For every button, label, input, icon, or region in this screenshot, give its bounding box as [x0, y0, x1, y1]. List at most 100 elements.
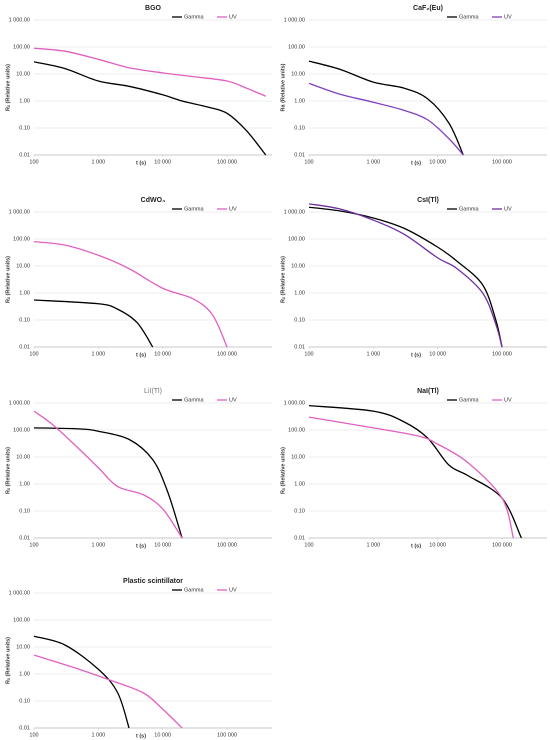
chart-title: LiI(Tl)	[144, 388, 162, 395]
y-axis-label: Rₓ (Relative units)	[5, 64, 11, 111]
y-axis-label: Rₓ (Relative units)	[280, 447, 286, 494]
x-tick-label: 100 000	[217, 732, 237, 738]
series-line	[308, 203, 503, 348]
y-tick-label: 0.10	[19, 317, 30, 323]
y-tick-label: 0.01	[294, 535, 305, 541]
y-tick-label: 0.01	[19, 725, 30, 731]
x-tick-label: 100 000	[217, 159, 237, 165]
y-tick-label: 1 000.00	[9, 209, 30, 215]
y-tick-label: 100.00	[13, 236, 30, 242]
legend-label: Gamma	[184, 206, 205, 212]
y-tick-label: 1 000.00	[9, 17, 30, 23]
chart-title: Plastic scintillator	[123, 578, 183, 585]
series-line	[33, 410, 183, 539]
x-tick-label: 100	[304, 542, 313, 548]
chart-title: CdWO₄	[141, 197, 166, 204]
y-tick-label: 1.00	[19, 98, 30, 104]
x-tick-label: 100 000	[492, 542, 512, 548]
y-tick-label: 1 000.00	[9, 590, 30, 596]
legend-label: UV	[229, 587, 237, 593]
y-tick-label: 100.00	[288, 427, 305, 433]
x-tick-label: 100 000	[217, 351, 237, 357]
y-tick-label: 0.01	[294, 152, 305, 158]
chart-title: NaI(Tl)	[417, 388, 439, 395]
legend-label: Gamma	[459, 14, 480, 20]
y-tick-label: 1 000.00	[9, 400, 30, 406]
y-tick-label: 1 000.00	[284, 17, 305, 23]
x-tick-label: 100	[29, 732, 38, 738]
legend-label: UV	[229, 397, 237, 403]
x-tick-label: 100 000	[492, 351, 512, 357]
series-line	[33, 635, 130, 729]
y-tick-label: 0.10	[294, 317, 305, 323]
x-tick-label: 100	[29, 159, 38, 165]
y-tick-label: 1.00	[19, 481, 30, 487]
series-line	[308, 82, 464, 156]
y-axis-label: Ra (Relative units)	[280, 63, 286, 111]
legend-label: Gamma	[184, 14, 205, 20]
x-tick-label: 10 000	[154, 732, 171, 738]
series-line	[308, 416, 514, 539]
y-tick-label: 0.01	[19, 535, 30, 541]
x-axis-label: t (s)	[136, 543, 146, 549]
x-tick-label: 1 000	[91, 732, 105, 738]
chart-title: BGO	[145, 5, 162, 12]
y-tick-label: 1.00	[294, 481, 305, 487]
y-tick-label: 0.01	[294, 344, 305, 350]
x-tick-label: 1 000	[366, 351, 380, 357]
y-tick-label: 10.00	[16, 263, 30, 269]
y-tick-label: 100.00	[13, 617, 30, 623]
x-axis-label: t (s)	[411, 352, 421, 358]
x-tick-label: 10 000	[429, 542, 446, 548]
x-axis-label: t (s)	[136, 733, 146, 739]
y-tick-label: 0.10	[19, 698, 30, 704]
y-tick-label: 1.00	[19, 671, 30, 677]
legend-label: Gamma	[459, 206, 480, 212]
y-tick-label: 10.00	[16, 71, 30, 77]
y-axis-label: Rₓ (Relative units)	[280, 256, 286, 303]
legend-label: UV	[229, 14, 237, 20]
legend-label: Gamma	[459, 397, 480, 403]
chart-panel: CsI(Tl) 0.01 0.10 1.00 10.00 100.00 1 000.00 10…	[280, 197, 547, 358]
y-tick-label: 10.00	[16, 454, 30, 460]
x-tick-label: 1 000	[91, 351, 105, 357]
x-tick-label: 100	[29, 351, 38, 357]
y-tick-label: 0.10	[19, 508, 30, 514]
legend-label: UV	[229, 206, 237, 212]
chart-panel: CaF₂(Eu) 0.01 0.10 1.00 10.00 100.00 1 000.00 1…	[280, 5, 547, 166]
y-tick-label: 0.01	[19, 152, 30, 158]
y-tick-label: 0.10	[19, 125, 30, 131]
legend-label: Gamma	[184, 587, 205, 593]
y-tick-label: 100.00	[288, 44, 305, 50]
legend-label: Gamma	[184, 397, 205, 403]
chart-panel: CdWO₄ 0.01 0.10 1.00 10.00 100.00 1 000.00 100 1…	[5, 197, 272, 358]
y-tick-label: 100.00	[13, 44, 30, 50]
x-tick-label: 1 000	[366, 159, 380, 165]
series-line	[33, 47, 267, 97]
chart-panel: NaI(Tl) 0.01 0.10 1.00 10.00 100.00 1 000.00 10…	[280, 388, 547, 549]
legend-label: UV	[504, 397, 512, 403]
y-tick-label: 1 000.00	[284, 209, 305, 215]
y-tick-label: 100.00	[13, 427, 30, 433]
x-tick-label: 100	[304, 351, 313, 357]
x-tick-label: 100 000	[217, 542, 237, 548]
y-tick-label: 10.00	[16, 644, 30, 650]
x-axis-label: t (s)	[136, 160, 146, 166]
series-line	[33, 61, 267, 156]
y-tick-label: 0.01	[19, 344, 30, 350]
series-line	[33, 654, 183, 729]
legend-label: UV	[504, 206, 512, 212]
chart-title: CsI(Tl)	[417, 197, 439, 204]
x-axis-label: t (s)	[411, 543, 421, 549]
y-tick-label: 1.00	[294, 290, 305, 296]
series-line	[308, 60, 464, 156]
y-tick-label: 10.00	[291, 454, 305, 460]
x-tick-label: 1 000	[91, 159, 105, 165]
x-tick-label: 100	[29, 542, 38, 548]
chart-panel: LiI(Tl) 0.01 0.10 1.00 10.00 100.00 1 000.00 10…	[5, 388, 272, 549]
y-tick-label: 1.00	[294, 98, 305, 104]
x-axis-label: t (s)	[411, 160, 421, 166]
chart-panel: BGO 0.01 0.10 1.00 10.00 100.00 1 000.00 100 1 0…	[5, 5, 272, 166]
x-tick-label: 100 000	[492, 159, 512, 165]
